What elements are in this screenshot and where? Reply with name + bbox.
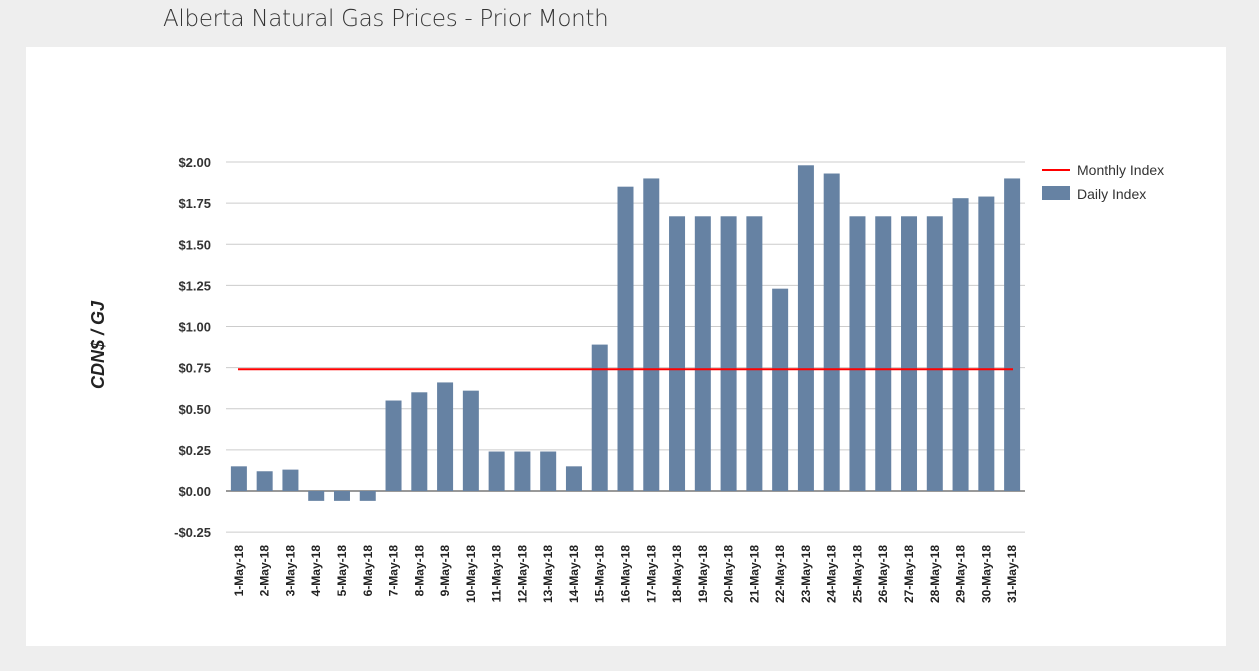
- x-tick-label: 19-May-18: [696, 545, 710, 603]
- legend-daily-index-swatch: [1042, 186, 1070, 200]
- x-tick-label: 4-May-18: [309, 545, 323, 597]
- x-tick-label: 1-May-18: [232, 545, 246, 597]
- x-tick-label: 31-May-18: [1005, 545, 1019, 603]
- x-tick-label: 6-May-18: [361, 545, 375, 597]
- y-tick-label: $1.50: [178, 237, 211, 252]
- bar-10-May-18: [462, 390, 479, 491]
- y-tick-label: $1.75: [178, 196, 211, 211]
- bar-26-May-18: [875, 216, 892, 491]
- bar-23-May-18: [797, 165, 814, 492]
- x-tick-label: 15-May-18: [593, 545, 607, 603]
- bar-28-May-18: [926, 216, 943, 491]
- x-tick-label: 7-May-18: [387, 545, 401, 597]
- x-tick-label: 20-May-18: [722, 545, 736, 603]
- x-tick-label: 25-May-18: [850, 545, 864, 603]
- x-tick-label: 2-May-18: [258, 545, 272, 597]
- bar-27-May-18: [901, 216, 918, 491]
- bar-25-May-18: [849, 216, 866, 491]
- bar-20-May-18: [720, 216, 737, 491]
- bar-12-May-18: [514, 451, 531, 491]
- x-tick-label: 29-May-18: [954, 545, 968, 603]
- bar-24-May-18: [823, 173, 840, 491]
- bar-21-May-18: [746, 216, 763, 491]
- y-tick-label: $0.00: [178, 484, 211, 499]
- bar-3-May-18: [282, 469, 299, 491]
- bar-29-May-18: [952, 198, 969, 491]
- bar-8-May-18: [411, 392, 428, 491]
- bar-31-May-18: [1004, 178, 1021, 491]
- y-tick-label: -$0.25: [174, 525, 211, 540]
- legend-daily-index-label: Daily Index: [1077, 186, 1146, 202]
- x-tick-label: 24-May-18: [825, 545, 839, 603]
- bar-4-May-18: [308, 491, 325, 501]
- y-tick-label: $0.25: [178, 443, 211, 458]
- x-tick-label: 8-May-18: [412, 545, 426, 597]
- bar-1-May-18: [230, 466, 247, 491]
- y-tick-label: $1.25: [178, 278, 211, 293]
- x-tick-label: 16-May-18: [619, 545, 633, 603]
- bar-14-May-18: [565, 466, 582, 491]
- x-tick-label: 3-May-18: [283, 545, 297, 597]
- bar-15-May-18: [591, 344, 608, 491]
- x-tick-label: 13-May-18: [541, 545, 555, 603]
- x-tick-label: 27-May-18: [902, 545, 916, 603]
- legend-monthly-index-label: Monthly Index: [1077, 162, 1164, 178]
- x-tick-label: 14-May-18: [567, 545, 581, 603]
- x-tick-label: 22-May-18: [773, 545, 787, 603]
- y-tick-label: $0.75: [178, 361, 211, 376]
- bar-30-May-18: [978, 196, 995, 492]
- x-tick-label: 5-May-18: [335, 545, 349, 597]
- x-tick-label: 23-May-18: [799, 545, 813, 603]
- bar-9-May-18: [437, 382, 454, 491]
- x-tick-label: 18-May-18: [670, 545, 684, 603]
- y-tick-label: $0.50: [178, 402, 211, 417]
- bar-7-May-18: [385, 400, 402, 491]
- x-tick-label: 10-May-18: [464, 545, 478, 603]
- bar-17-May-18: [643, 178, 660, 491]
- x-tick-label: 28-May-18: [928, 545, 942, 603]
- bar-6-May-18: [359, 491, 376, 501]
- page-title: Alberta Natural Gas Prices - Prior Month: [163, 6, 609, 32]
- y-axis-title: CDN$ / GJ: [88, 300, 108, 389]
- bar-19-May-18: [694, 216, 711, 491]
- y-tick-label: $1.00: [178, 320, 211, 335]
- bar-5-May-18: [333, 491, 350, 501]
- x-tick-label: 21-May-18: [747, 545, 761, 603]
- x-tick-label: 11-May-18: [490, 545, 504, 603]
- bar-18-May-18: [669, 216, 686, 491]
- x-tick-label: 12-May-18: [515, 545, 529, 603]
- bar-11-May-18: [488, 451, 505, 491]
- x-tick-label: 9-May-18: [438, 545, 452, 597]
- bar-13-May-18: [540, 451, 557, 491]
- x-tick-label: 26-May-18: [876, 545, 890, 603]
- y-tick-label: $2.00: [178, 155, 211, 170]
- bar-2-May-18: [256, 471, 273, 491]
- bar-16-May-18: [617, 186, 634, 492]
- x-tick-label: 30-May-18: [979, 545, 993, 603]
- x-tick-label: 17-May-18: [644, 545, 658, 603]
- bar-22-May-18: [772, 288, 789, 491]
